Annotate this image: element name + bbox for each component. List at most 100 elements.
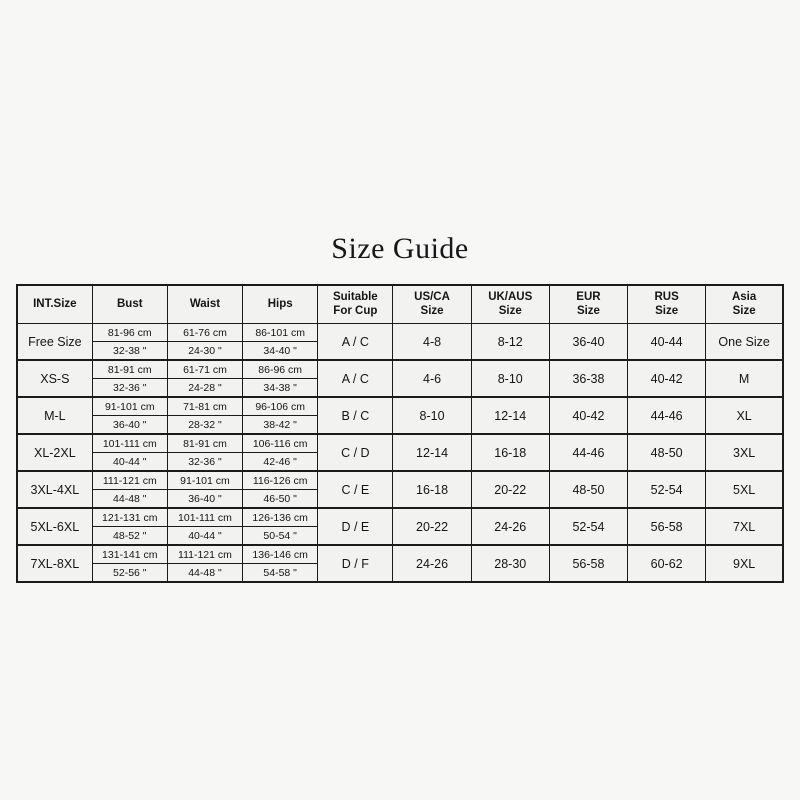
- waist-cm-row: 101-111 cm: [167, 509, 243, 527]
- hips-cm-row: 86-101 cm: [243, 324, 318, 342]
- header-eur-size: EUR Size: [548, 284, 629, 324]
- bust-cm-row: 81-91 cm: [92, 361, 167, 379]
- header-rus-line2: Size: [655, 304, 679, 317]
- bust-cm-row: 121-131 cm: [92, 509, 167, 527]
- cell-int-size: 5XL-6XL: [16, 507, 93, 546]
- cell-int-size: 3XL-4XL: [16, 470, 93, 509]
- cell-eur: 48-50: [548, 470, 629, 509]
- cell-bust: 91-101 cm 36-40 ": [91, 396, 168, 435]
- hips-measure-pair: 96-106 cm 38-42 ": [243, 398, 318, 433]
- cell-hips: 106-116 cm 42-46 ": [242, 433, 319, 472]
- waist-inch-value: 40-44 ": [167, 526, 243, 544]
- hips-inch-row: 34-38 ": [243, 378, 318, 396]
- hips-cm-value: 96-106 cm: [243, 398, 318, 416]
- header-asia-line1: Asia: [731, 291, 757, 304]
- bust-cm-value: 101-111 cm: [92, 435, 167, 453]
- cell-asia: 9XL: [705, 544, 784, 583]
- waist-measure-pair: 81-91 cm 32-36 ": [167, 435, 243, 470]
- cell-bust: 81-91 cm 32-36 ": [91, 359, 168, 398]
- bust-inch-value: 48-52 ": [92, 526, 167, 544]
- cell-us-ca: 20-22: [392, 507, 472, 546]
- waist-cm-row: 111-121 cm: [167, 546, 243, 564]
- cell-eur: 36-40: [548, 323, 629, 361]
- hips-inch-row: 54-58 ": [243, 563, 318, 581]
- bust-inch-value: 44-48 ": [92, 489, 167, 507]
- waist-inch-value: 36-40 ": [167, 489, 243, 507]
- cell-hips: 86-96 cm 34-38 ": [242, 359, 319, 398]
- bust-inch-value: 32-38 ": [92, 341, 167, 359]
- waist-inch-row: 24-30 ": [167, 341, 243, 359]
- hips-measure-pair: 126-136 cm 50-54 ": [243, 509, 318, 544]
- bust-measure-pair: 91-101 cm 36-40 ": [92, 398, 167, 433]
- cell-us-ca: 4-8: [392, 323, 472, 361]
- cell-uk-aus: 28-30: [470, 544, 550, 583]
- cell-eur: 44-46: [548, 433, 629, 472]
- waist-cm-row: 81-91 cm: [167, 435, 243, 453]
- cell-rus: 44-46: [627, 396, 707, 435]
- header-suitable-for-cup: Suitable For Cup: [317, 284, 394, 324]
- cell-cup: D / F: [317, 544, 394, 583]
- bust-cm-value: 81-96 cm: [92, 324, 167, 342]
- waist-cm-value: 101-111 cm: [167, 509, 243, 527]
- cell-hips: 116-126 cm 46-50 ": [242, 470, 319, 509]
- header-eur-line2: Size: [576, 304, 600, 317]
- waist-measure-pair: 61-71 cm 24-28 ": [167, 361, 243, 396]
- waist-cm-value: 81-91 cm: [167, 435, 243, 453]
- hips-inch-value: 42-46 ": [243, 452, 318, 470]
- header-int-size-label: INT.Size: [33, 297, 77, 310]
- bust-cm-value: 91-101 cm: [92, 398, 167, 416]
- hips-inch-value: 34-40 ": [243, 341, 318, 359]
- waist-cm-row: 71-81 cm: [167, 398, 243, 416]
- cell-hips: 96-106 cm 38-42 ": [242, 396, 319, 435]
- cell-asia: XL: [705, 396, 784, 435]
- waist-inch-row: 40-44 ": [167, 526, 243, 544]
- bust-measure-pair: 111-121 cm 44-48 ": [92, 472, 167, 507]
- cell-bust: 101-111 cm 40-44 ": [91, 433, 168, 472]
- header-uk-aus-line1: UK/AUS: [488, 291, 533, 304]
- hips-inch-value: 46-50 ": [243, 489, 318, 507]
- cell-int-size: 7XL-8XL: [16, 544, 93, 583]
- waist-cm-row: 91-101 cm: [167, 472, 243, 490]
- cell-us-ca: 4-6: [392, 359, 472, 398]
- table-row: 7XL-8XL 131-141 cm 52-56 " 111-121 cm 44-48 …: [16, 544, 784, 583]
- cell-us-ca: 12-14: [392, 433, 472, 472]
- header-hips-label: Hips: [267, 297, 293, 310]
- cell-hips: 136-146 cm 54-58 ": [242, 544, 319, 583]
- header-hips: Hips: [242, 284, 319, 324]
- cell-uk-aus: 12-14: [470, 396, 550, 435]
- bust-measure-pair: 81-91 cm 32-36 ": [92, 361, 167, 396]
- cell-asia: M: [705, 359, 784, 398]
- cell-uk-aus: 20-22: [470, 470, 550, 509]
- hips-measure-pair: 136-146 cm 54-58 ": [243, 546, 318, 581]
- header-row: INT.Size Bust Waist Hips Suitable For Cu…: [16, 284, 784, 324]
- cell-bust: 121-131 cm 48-52 ": [91, 507, 168, 546]
- waist-inch-row: 28-32 ": [167, 415, 243, 433]
- bust-cm-value: 111-121 cm: [92, 472, 167, 490]
- hips-cm-row: 106-116 cm: [243, 435, 318, 453]
- waist-measure-pair: 91-101 cm 36-40 ": [167, 472, 243, 507]
- header-asia-size: Asia Size: [705, 284, 784, 324]
- cell-rus: 52-54: [627, 470, 707, 509]
- bust-cm-row: 91-101 cm: [92, 398, 167, 416]
- cell-asia: 5XL: [705, 470, 784, 509]
- hips-inch-row: 38-42 ": [243, 415, 318, 433]
- bust-inch-row: 40-44 ": [92, 452, 167, 470]
- bust-cm-row: 81-96 cm: [92, 324, 167, 342]
- waist-inch-value: 32-36 ": [167, 452, 243, 470]
- waist-cm-value: 71-81 cm: [167, 398, 243, 416]
- cell-waist: 81-91 cm 32-36 ": [166, 433, 244, 472]
- cell-waist: 71-81 cm 28-32 ": [166, 396, 244, 435]
- cell-int-size: XL-2XL: [16, 433, 93, 472]
- header-us-ca-line1: US/CA: [414, 291, 450, 304]
- hips-measure-pair: 116-126 cm 46-50 ": [243, 472, 318, 507]
- cell-rus: 48-50: [627, 433, 707, 472]
- cell-waist: 101-111 cm 40-44 ": [166, 507, 244, 546]
- cell-us-ca: 16-18: [392, 470, 472, 509]
- waist-measure-pair: 101-111 cm 40-44 ": [167, 509, 243, 544]
- header-us-ca-size: US/CA Size: [392, 284, 472, 324]
- cell-waist: 61-71 cm 24-28 ": [166, 359, 244, 398]
- cell-int-size: M-L: [16, 396, 93, 435]
- page-title: Size Guide: [331, 232, 469, 265]
- hips-cm-value: 86-96 cm: [243, 361, 318, 379]
